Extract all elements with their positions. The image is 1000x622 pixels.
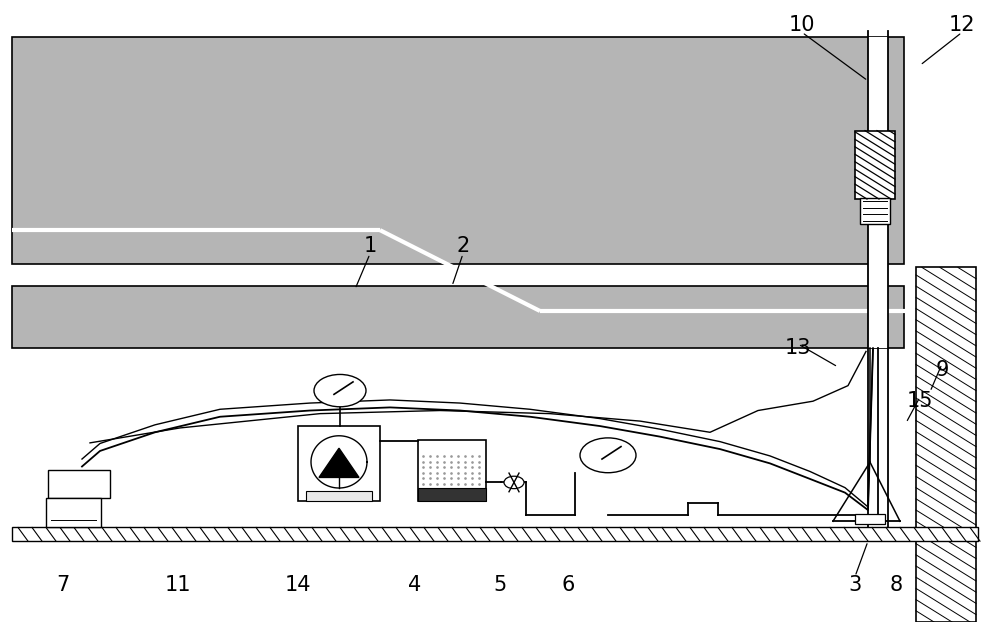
Text: 1: 1 — [363, 236, 377, 256]
Text: 13: 13 — [785, 338, 811, 358]
Text: 2: 2 — [456, 236, 470, 256]
Circle shape — [504, 476, 524, 489]
Bar — [868, 37, 888, 348]
Bar — [12, 527, 978, 541]
Text: 12: 12 — [949, 15, 975, 35]
Bar — [860, 198, 890, 224]
Bar — [855, 514, 885, 524]
Text: 8: 8 — [889, 575, 903, 595]
Text: 9: 9 — [935, 360, 949, 380]
Bar — [418, 440, 486, 501]
Bar — [306, 491, 372, 501]
Circle shape — [580, 438, 636, 473]
Text: 10: 10 — [789, 15, 815, 35]
Text: 5: 5 — [493, 575, 507, 595]
Polygon shape — [319, 448, 359, 478]
Bar — [298, 426, 380, 501]
Text: 4: 4 — [408, 575, 422, 595]
Bar — [48, 470, 110, 498]
Text: 3: 3 — [848, 575, 862, 595]
Bar — [46, 498, 101, 527]
Text: 15: 15 — [907, 391, 933, 411]
Text: 7: 7 — [56, 575, 70, 595]
Text: 11: 11 — [165, 575, 191, 595]
Text: 6: 6 — [561, 575, 575, 595]
Bar — [855, 131, 895, 199]
Text: 14: 14 — [285, 575, 311, 595]
Bar — [916, 267, 976, 622]
Circle shape — [314, 374, 366, 407]
Bar — [12, 37, 904, 264]
Bar — [418, 488, 486, 501]
Bar — [12, 286, 904, 348]
